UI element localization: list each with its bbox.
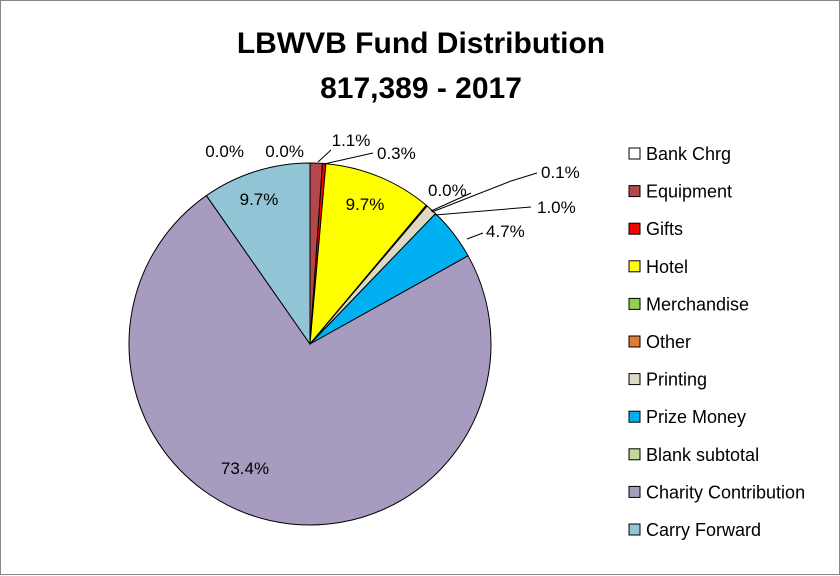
pie-slices [128,162,492,526]
legend-label-carry-forward: Carry Forward [646,520,761,540]
chart-subtitle: 817,389 - 2017 [320,72,522,105]
leader-line-merchandise [430,192,472,212]
data-label-prize-money: 4.7% [486,222,525,241]
slice-carry-forward [205,162,311,346]
legend-swatch-other [628,335,641,348]
legend-label-gifts: Gifts [646,219,683,239]
legend-label-merchandise: Merchandise [646,294,749,314]
legend-swatch-blank-subtotal [628,448,641,461]
legend-label-equipment: Equipment [646,182,732,202]
data-labels: 0.0% 1.1% 0.3% 9.7% 0.0% 0.1% 1.0% 4.7% 0.0% 73.4… [205,131,580,478]
legend-swatch-prize-money [628,410,641,423]
data-label-hotel: 9.7% [346,195,385,214]
slice-charity-contribution [128,194,492,526]
data-label-merchandise: 0.0% [428,181,467,200]
leader-line-equipment [317,149,332,163]
data-label-carry-forward: 9.7% [240,190,279,209]
legend-label-hotel: Hotel [646,257,688,277]
legend-swatch-carry-forward [628,523,641,536]
legend-label-charity-contribution: Charity Contribution [646,482,805,502]
chart-title: LBWVB Fund Distribution [237,27,605,60]
legend-swatch-merchandise [628,297,641,310]
legend-swatch-hotel [628,260,641,273]
legend-label-bank-chrg: Bank Chrg [646,144,731,164]
leader-line-other [431,172,538,213]
data-label-charity-contribution: 73.4% [221,459,269,478]
legend-label-prize-money: Prize Money [646,407,746,427]
legend-label-blank-subtotal: Blank subtotal [646,445,759,465]
legend-label-other: Other [646,332,691,352]
legend-label-printing: Printing [646,370,707,390]
data-label-gifts: 0.3% [377,144,416,163]
leader-line-printing [434,206,532,216]
data-label-equipment: 1.1% [332,131,371,150]
legend: Bank Chrg Equipment Gifts Hotel Merchandise O… [628,144,805,540]
legend-swatch-printing [628,373,641,386]
slice-hotel [309,163,427,346]
leader-line-gifts [323,152,374,165]
legend-swatch-charity-contribution [628,485,641,498]
data-label-other: 0.1% [541,163,580,182]
legend-swatch-gifts [628,222,641,235]
data-label-printing: 1.0% [537,198,576,217]
legend-swatch-equipment [628,185,641,198]
data-label-blank-subtotal: 0.0% [205,142,244,161]
leader-lines [317,149,538,240]
legend-swatch-bank-chrg [628,147,641,160]
data-label-bank-chrg: 0.0% [265,142,304,161]
leader-line-prize-money [466,232,484,240]
